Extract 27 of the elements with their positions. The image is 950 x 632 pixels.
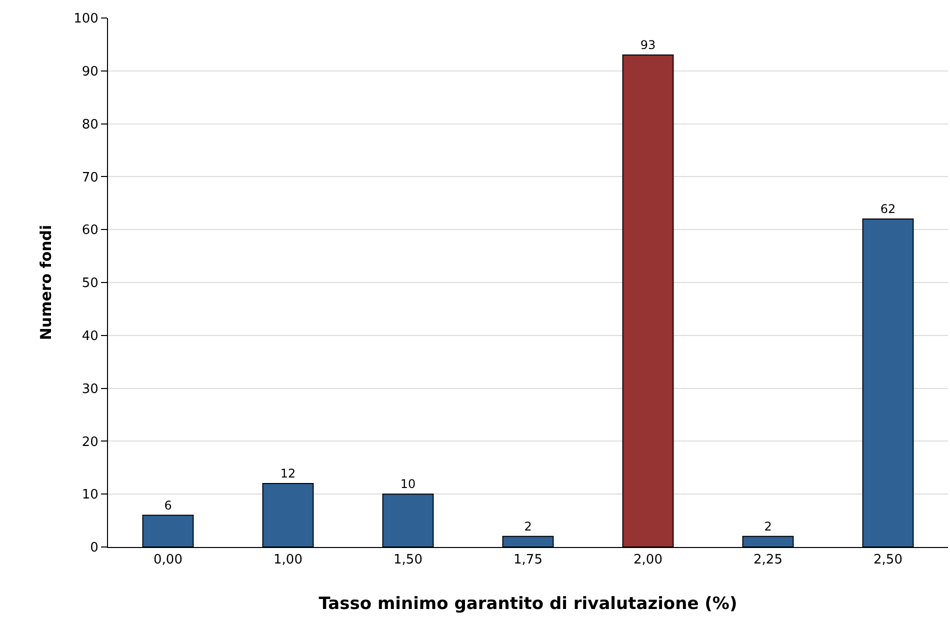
y-tick-label: 80 (82, 117, 98, 132)
x-tick-label: 2,50 (874, 552, 902, 568)
x-tick-label: 2,25 (754, 552, 782, 568)
data-label: 12 (280, 466, 296, 481)
data-label: 2 (524, 519, 532, 534)
x-tick-label: 1,75 (514, 552, 542, 568)
data-label: 62 (880, 202, 896, 216)
y-tick-label: 90 (82, 64, 98, 80)
y-tick-label: 100 (74, 12, 98, 27)
y-axis-title: Numero fondi (36, 224, 55, 340)
x-axis-title: Tasso minimo garantito di rivalutazione (%) (318, 594, 738, 614)
y-tick-label: 20 (82, 434, 98, 450)
y-tick-label: 50 (82, 276, 98, 292)
data-label: 2 (764, 519, 772, 534)
y-tick-label: 0 (90, 540, 98, 556)
y-tick-label: 70 (82, 170, 98, 186)
y-tick-label: 40 (82, 328, 98, 344)
data-label: 93 (640, 38, 656, 52)
x-tick-label: 1,50 (394, 552, 422, 568)
y-tick-label: 10 (82, 488, 98, 503)
x-tick-label: 1,00 (274, 552, 302, 568)
y-tick-label: 30 (82, 382, 98, 397)
x-tick-label: 2,00 (634, 552, 662, 568)
y-tick-label: 60 (82, 223, 98, 238)
data-label: 10 (400, 477, 416, 492)
x-tick-label: 0,00 (154, 552, 182, 568)
data-label: 6 (164, 498, 172, 512)
